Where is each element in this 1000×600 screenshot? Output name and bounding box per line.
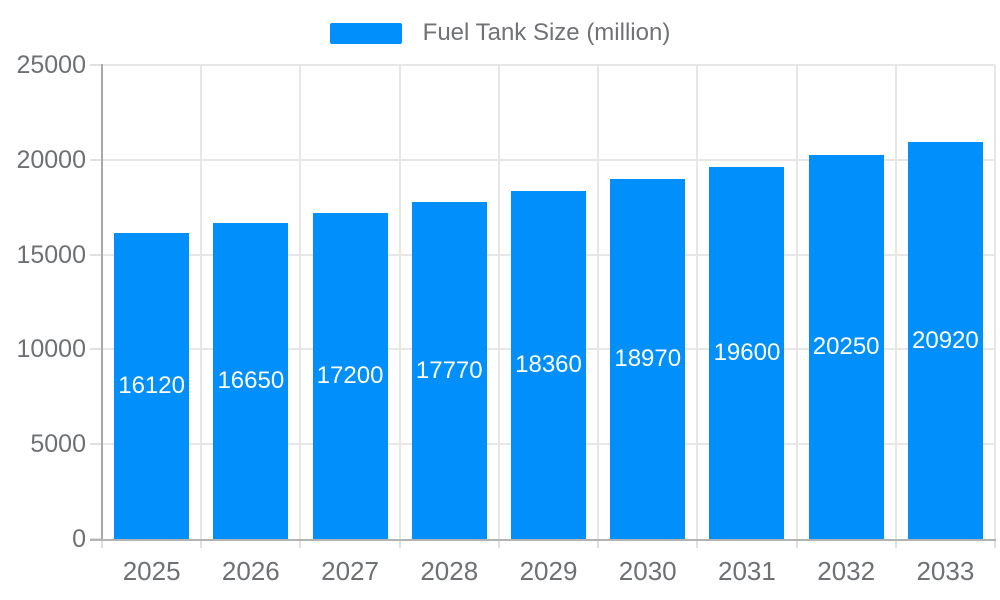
y-axis-line [101,64,103,540]
x-axis-label: 2027 [321,556,379,586]
bar-2028[interactable]: 17770 [411,202,487,539]
x-axis-label: 2033 [916,556,975,586]
x-axis-label: 2031 [718,556,776,586]
x-axis-tick [895,540,897,548]
bar-value-label: 18970 [614,345,682,373]
y-axis-tick-label: 10000 [16,335,86,363]
x-axis-label: 2028 [420,556,479,586]
y-axis-tick [90,443,102,445]
x-axis-tick [299,540,301,548]
y-axis-tick [90,159,102,161]
y-axis-tick-label: 15000 [16,241,86,269]
x-gridline [994,65,996,539]
bar-value-label: 19600 [713,339,781,367]
x-axis-label: 2030 [618,556,677,586]
bar-value-label: 17770 [415,356,483,384]
x-axis-tick [994,540,996,548]
bar-value-label: 16650 [217,367,285,395]
bar-value-label: 17200 [316,361,384,389]
x-axis-tick [696,540,698,548]
y-axis-tick [90,254,102,256]
x-axis-label: 2025 [122,556,181,586]
y-axis-tick-label: 5000 [30,430,86,458]
x-gridline [200,65,202,539]
bar-value-label: 20250 [812,333,880,361]
bar-2029[interactable]: 18360 [511,190,586,539]
bar-2030[interactable]: 18970 [610,179,686,539]
x-axis-tick [101,540,103,548]
y-axis-tick-label: 0 [72,525,86,553]
x-axis-tick [200,540,202,548]
bar-2025[interactable]: 16120 [114,233,190,539]
bar-2032[interactable]: 20250 [808,155,884,539]
y-axis-tick [90,348,102,350]
x-gridline [299,65,301,539]
y-gridline [102,159,995,161]
legend-item[interactable]: Fuel Tank Size (million) [0,21,1000,45]
y-gridline [102,64,995,66]
x-axis-tick [498,540,500,548]
x-axis-tick [796,540,798,548]
bar-value-label: 20920 [912,326,979,354]
legend-swatch [329,22,402,44]
x-axis-line [90,539,996,541]
bar-2033[interactable]: 20920 [907,142,983,539]
x-gridline [895,65,897,539]
x-axis-label: 2029 [519,556,578,586]
y-axis-tick [90,64,102,66]
legend-label: Fuel Tank Size (million) [422,19,671,46]
bar-value-label: 16120 [118,372,185,400]
bar-2027[interactable]: 17200 [312,212,388,539]
x-gridline [399,65,401,539]
bar-value-label: 18360 [515,350,582,378]
bar-2026[interactable]: 16650 [213,223,289,539]
x-axis-tick [399,540,401,548]
y-axis-tick-label: 25000 [16,51,86,79]
x-gridline [796,65,798,539]
y-axis-tick-label: 20000 [16,146,86,174]
x-gridline [597,65,599,539]
bar-2031[interactable]: 19600 [709,167,785,539]
x-axis-tick [597,540,599,548]
x-axis-label: 2026 [221,556,280,586]
x-gridline [498,65,500,539]
x-axis-label: 2032 [817,556,876,586]
x-gridline [696,65,698,539]
